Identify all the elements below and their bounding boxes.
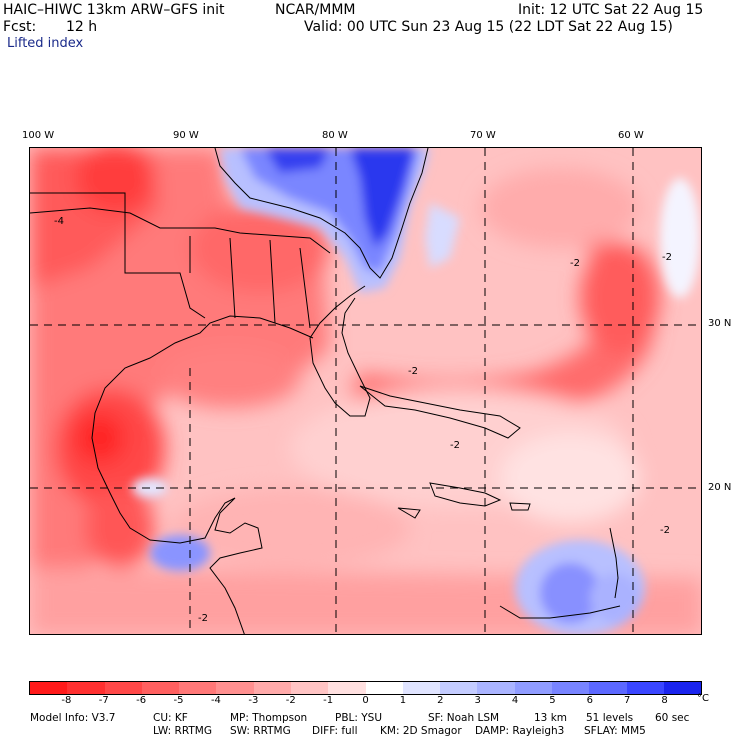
colorbar-swatch: [253, 682, 291, 694]
contour-label: -2: [198, 613, 208, 624]
footer-model-info: Model Info: V3.7: [30, 712, 116, 724]
footer-resolution: 13 km: [534, 712, 568, 724]
colorbar-tick-label: 6: [586, 695, 594, 706]
contour-label: -2: [662, 252, 672, 263]
lon-label: 90 W: [173, 130, 199, 141]
colorbar-swatch: [216, 682, 254, 694]
lat-lon-grid: [30, 148, 701, 634]
colorbar-tick-label: -2: [285, 695, 296, 706]
forecast-hour: 12 h: [66, 19, 98, 35]
colorbar-tick-label: 7: [624, 695, 631, 706]
colorbar-tick-label: 3: [474, 695, 481, 706]
footer-mp: MP: Thompson: [230, 712, 308, 724]
lifted-index-map: -4 -2 -2 -2 -2 -2 -2: [29, 147, 702, 635]
footer-pbl: PBL: YSU: [335, 712, 383, 724]
colorbar-tick-label: -5: [173, 695, 184, 706]
colorbar-tick-label: 2: [437, 695, 444, 706]
colorbar-tick-label: -8: [61, 695, 72, 706]
colorbar-tick-label: -3: [248, 695, 259, 706]
lon-label: 70 W: [470, 130, 496, 141]
colorbar: [29, 681, 702, 695]
footer-timestep: 60 sec: [655, 712, 690, 724]
colorbar-swatch: [104, 682, 142, 694]
colorbar-swatch: [663, 682, 702, 694]
contour-label: -4: [54, 216, 64, 227]
colorbar-swatch: [514, 682, 552, 694]
map-canvas: -4 -2 -2 -2 -2 -2 -2: [30, 148, 701, 634]
forecast-label: Fcst:: [3, 19, 37, 35]
colorbar-swatch: [141, 682, 180, 694]
colorbar-tick-label: 8: [661, 695, 668, 706]
lat-label: 30 N: [708, 318, 732, 329]
lon-label: 80 W: [322, 130, 348, 141]
footer-sflay: SFLAY: MM5: [584, 725, 646, 737]
footer-diff: DIFF: full: [312, 725, 358, 737]
footer-sw: SW: RRTMG: [230, 725, 291, 737]
footer-damp: DAMP: Rayleigh3: [475, 725, 565, 737]
lon-label: 60 W: [618, 130, 644, 141]
model-title: HAIC–HIWC 13km ARW–GFS init: [3, 2, 225, 18]
init-time: Init: 12 UTC Sat 22 Aug 15: [518, 2, 704, 18]
colorbar-tick-label: 0: [362, 695, 369, 706]
colorbar-swatch: [290, 682, 329, 694]
contour-label: -2: [408, 366, 418, 377]
colorbar-swatch: [440, 682, 478, 694]
coastlines: [30, 148, 621, 634]
footer-sf: SF: Noah LSM: [428, 712, 500, 724]
footer-levels: 51 levels: [586, 712, 634, 724]
contour-label: -2: [450, 440, 460, 451]
field-name: Lifted index: [7, 36, 84, 51]
colorbar-swatch: [328, 682, 366, 694]
colorbar-swatch: [67, 682, 105, 694]
colorbar-tick-label: -4: [210, 695, 221, 706]
footer-cu: CU: KF: [153, 712, 188, 724]
colorbar-unit: °C: [697, 693, 709, 704]
colorbar-swatch: [402, 682, 441, 694]
colorbar-tick-label: 5: [549, 695, 556, 706]
colorbar-tick-label: -1: [323, 695, 334, 706]
org-label: NCAR/MMM: [275, 2, 356, 18]
lat-label: 20 N: [708, 482, 732, 493]
footer-lw: LW: RRTMG: [153, 725, 212, 737]
lon-label: 100 W: [22, 130, 55, 141]
colorbar-swatch: [179, 682, 217, 694]
colorbar-tick-label: -7: [98, 695, 109, 706]
colorbar-tick-label: 4: [511, 695, 519, 706]
colorbar-swatch: [477, 682, 515, 694]
contour-label: -2: [570, 258, 580, 269]
footer-km: KM: 2D Smagor: [380, 725, 462, 737]
colorbar-tick-label: -6: [136, 695, 147, 706]
colorbar-swatch: [365, 682, 403, 694]
contour-label: -2: [660, 525, 670, 536]
colorbar-swatch: [551, 682, 590, 694]
valid-time: Valid: 00 UTC Sun 23 Aug 15 (22 LDT Sat …: [304, 19, 673, 35]
colorbar-swatch: [626, 682, 664, 694]
colorbar-tick-label: 1: [399, 695, 407, 706]
colorbar-swatch: [30, 682, 68, 694]
colorbar-swatch: [589, 682, 627, 694]
